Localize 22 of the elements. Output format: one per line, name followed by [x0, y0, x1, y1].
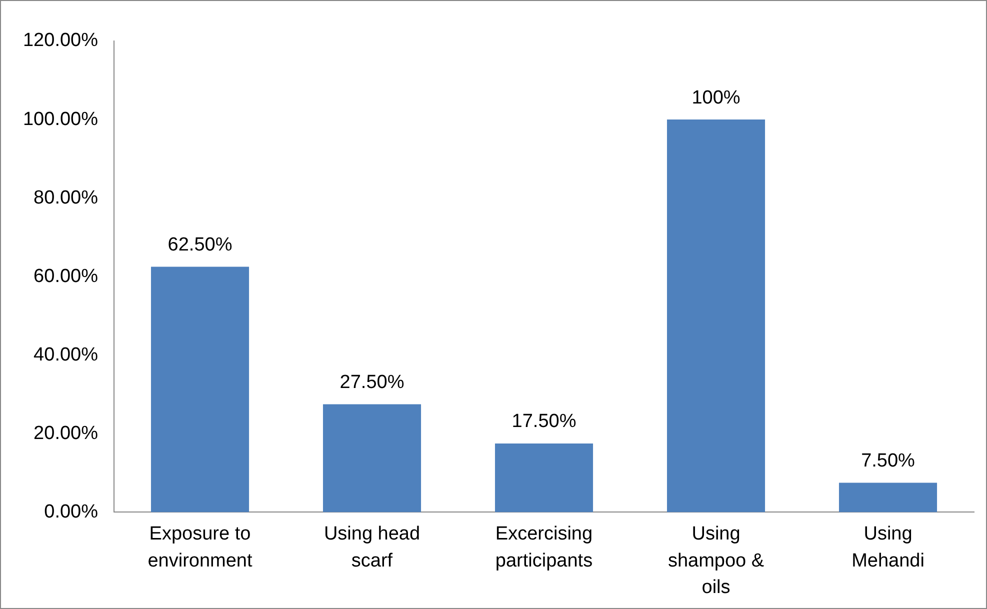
x-tick-label: Using shampoo & oils: [668, 524, 764, 598]
y-tick-label: 0.00%: [44, 501, 98, 522]
x-tick-label: Exposure to environment: [148, 524, 253, 572]
y-tick-label: 40.00%: [34, 344, 98, 366]
bar: [494, 443, 594, 512]
x-tick-label: Using Mehandi: [852, 524, 924, 572]
data-label: 62.50%: [168, 234, 232, 256]
y-tick-label: 20.00%: [34, 422, 98, 444]
y-tick-label: 60.00%: [34, 266, 98, 287]
data-label: 27.50%: [340, 372, 404, 393]
y-tick-label: 80.00%: [34, 187, 98, 208]
y-tick-label: 120.00%: [22, 30, 98, 52]
y-tick-label: 100.00%: [22, 108, 98, 130]
x-tick-label: Using head scarf: [324, 524, 420, 572]
data-label: 100%: [692, 87, 740, 108]
bar: [666, 120, 766, 512]
bar: [322, 404, 422, 512]
data-label: 7.50%: [861, 450, 916, 472]
data-label: 17.50%: [512, 411, 576, 432]
x-tick-label: Excercising participants: [495, 524, 593, 572]
bar: [150, 266, 250, 512]
bar: [838, 482, 938, 512]
